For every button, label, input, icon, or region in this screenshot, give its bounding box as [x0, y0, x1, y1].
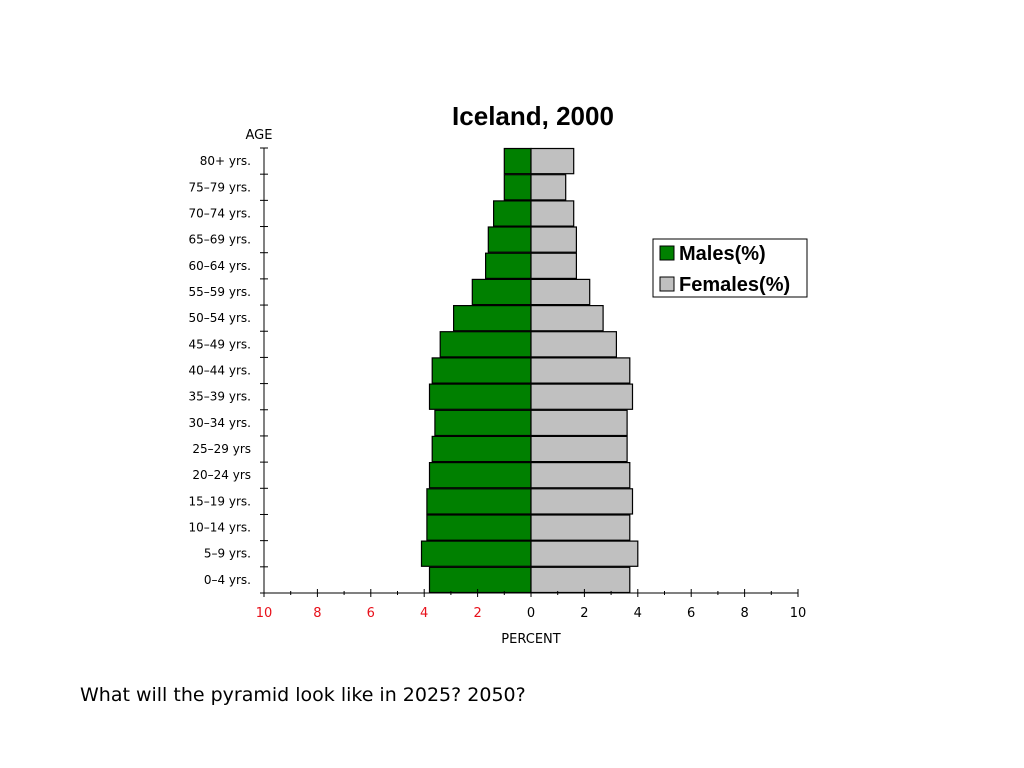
- y-tick-label: 45–49 yrs.: [189, 337, 251, 351]
- y-tick-label: 30–34 yrs.: [189, 416, 251, 430]
- male-bar: [420, 540, 532, 567]
- male-bar: [453, 305, 532, 332]
- y-tick-label: 75–79 yrs.: [189, 180, 251, 194]
- male-bar: [471, 278, 532, 306]
- female-bar: [530, 331, 618, 358]
- x-tick-label: 8: [740, 606, 748, 621]
- x-tick-label: 2: [580, 606, 588, 621]
- y-tick-label: 25–29 yrs: [192, 442, 251, 456]
- female-bar: [530, 147, 575, 175]
- female-bar: [530, 514, 631, 541]
- male-bar: [428, 462, 532, 489]
- male-bar: [485, 252, 532, 279]
- y-tick-label: 55–59 yrs.: [189, 285, 251, 299]
- female-bar: [530, 383, 634, 410]
- female-bar: [530, 174, 567, 201]
- female-bar: [530, 278, 591, 306]
- legend-swatch: [659, 276, 675, 292]
- female-bar: [530, 462, 631, 489]
- y-axis-title: AGE: [246, 128, 273, 143]
- female-bar: [530, 252, 578, 279]
- y-tick-label: 15–19 yrs.: [189, 494, 251, 508]
- x-tick-label: 4: [634, 606, 642, 621]
- x-tick-label: 8: [313, 606, 321, 621]
- y-tick-label: 80+ yrs.: [200, 154, 251, 168]
- x-axis-title: PERCENT: [501, 632, 560, 647]
- legend-swatch: [659, 245, 675, 261]
- male-bar: [431, 435, 532, 463]
- y-tick-label: 5–9 yrs.: [204, 547, 251, 561]
- male-bar: [503, 147, 532, 175]
- legend: Males(%) Females(%): [652, 238, 808, 298]
- male-bar: [487, 226, 532, 253]
- axes-group: 0–4 yrs. 5–9 yrs. 10–14 yrs. 15–19 yrs. 20–2…: [189, 147, 807, 621]
- y-tick-label: 60–64 yrs.: [189, 259, 251, 273]
- x-tick-label: 6: [367, 606, 375, 621]
- male-bar: [428, 383, 532, 410]
- female-bar: [530, 357, 631, 384]
- legend-label: Males(%): [679, 243, 766, 265]
- male-bar: [434, 409, 532, 437]
- y-tick-label: 10–14 yrs.: [189, 521, 251, 535]
- female-bar: [530, 226, 578, 253]
- female-bar: [530, 305, 604, 332]
- y-tick-label: 20–24 yrs: [192, 468, 251, 482]
- x-tick-label: 4: [420, 606, 428, 621]
- male-bar: [426, 488, 532, 515]
- y-tick-label: 50–54 yrs.: [189, 311, 251, 325]
- legend-box: [652, 238, 808, 298]
- x-tick-label: 10: [256, 606, 273, 621]
- y-tick-label: 0–4 yrs.: [204, 573, 251, 587]
- male-bar: [428, 566, 532, 594]
- male-bar: [426, 514, 532, 541]
- x-tick-label: 2: [473, 606, 481, 621]
- y-tick-label: 35–39 yrs.: [189, 390, 251, 404]
- male-bar: [439, 331, 532, 358]
- female-bar: [530, 200, 575, 227]
- female-bar: [530, 409, 628, 437]
- female-bar: [530, 540, 639, 567]
- y-tick-label: 65–69 yrs.: [189, 233, 251, 247]
- question-text: What will the pyramid look like in 2025?…: [80, 684, 526, 706]
- legend-label: Females(%): [679, 274, 790, 296]
- x-tick-label: 10: [790, 606, 807, 621]
- x-tick-label: 0: [527, 606, 535, 621]
- y-tick-label: 70–74 yrs.: [189, 206, 251, 220]
- female-bar: [530, 488, 634, 515]
- male-bar: [493, 200, 532, 227]
- female-bar: [530, 566, 631, 594]
- male-bar: [431, 357, 532, 384]
- y-tick-label: 40–44 yrs.: [189, 364, 251, 378]
- female-bar: [530, 435, 628, 463]
- bars-group: [420, 147, 639, 594]
- x-tick-label: 6: [687, 606, 695, 621]
- male-bar: [503, 174, 532, 201]
- chart-title: Iceland, 2000: [452, 101, 614, 131]
